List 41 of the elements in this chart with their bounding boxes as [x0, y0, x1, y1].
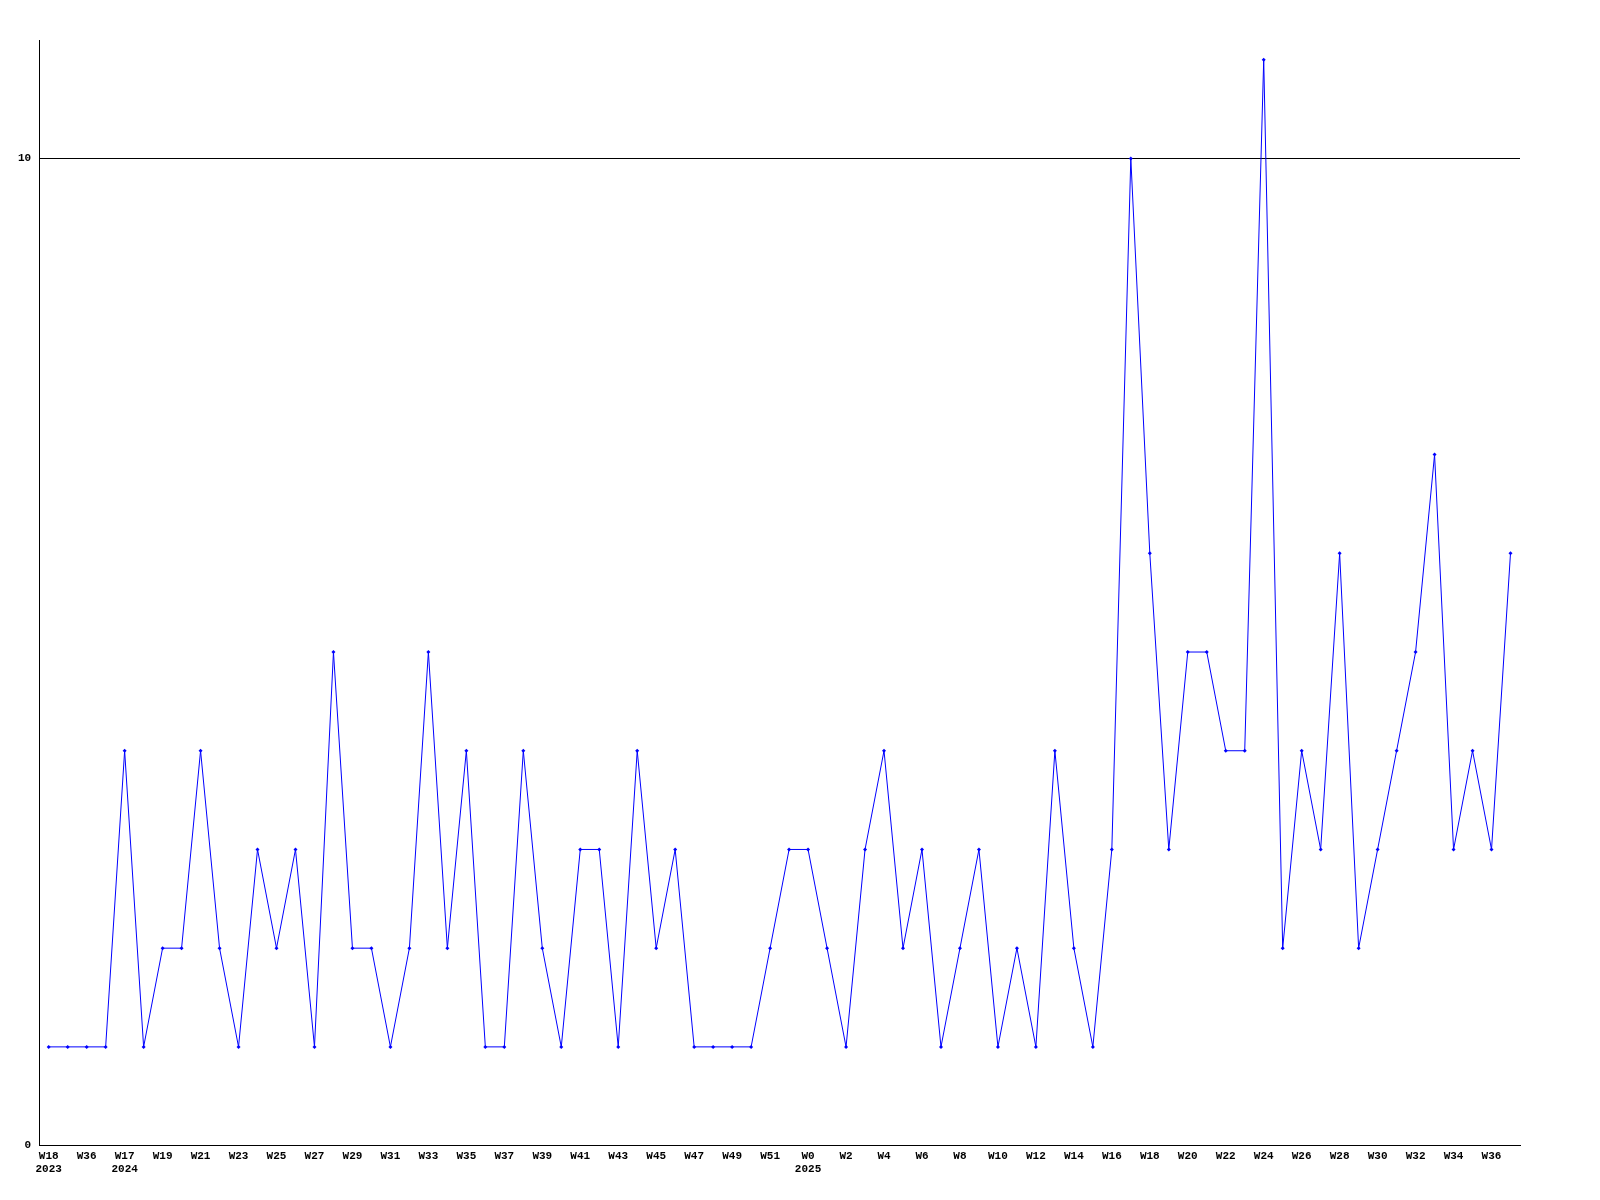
x-tick-label: W17 2024	[111, 1149, 139, 1176]
x-tick-label: W41	[570, 1149, 591, 1162]
x-tick-label: W4	[877, 1149, 892, 1162]
x-tick-label: W6	[915, 1149, 929, 1162]
x-tick-label: W33	[418, 1149, 439, 1162]
x-tick-label: W18 2023	[35, 1149, 63, 1176]
x-tick-label: W28	[1329, 1149, 1350, 1162]
x-tick-label: W43	[608, 1149, 629, 1162]
x-tick-label: W47	[684, 1149, 705, 1162]
x-tick-label: W49	[722, 1149, 743, 1162]
y-tick-label: 10	[18, 152, 32, 165]
x-tick-label: W36	[1481, 1149, 1502, 1162]
x-tick-label: W19	[152, 1149, 173, 1162]
x-tick-label: W2	[839, 1149, 853, 1162]
x-tick-label: W23	[228, 1149, 249, 1162]
x-tick-label: W35	[456, 1149, 477, 1162]
x-tick-label: W25	[266, 1149, 287, 1162]
x-tick-label: W37	[494, 1149, 515, 1162]
x-tick-label: W26	[1291, 1149, 1312, 1162]
x-tick-label: W51	[760, 1149, 781, 1162]
x-tick-label: W24	[1253, 1149, 1274, 1162]
y-tick-label: 0	[24, 1139, 32, 1152]
x-tick-label: W34	[1443, 1149, 1464, 1162]
x-tick-label: W29	[342, 1149, 363, 1162]
x-tick-label: W22	[1215, 1149, 1236, 1162]
x-tick-label: W21	[190, 1149, 211, 1162]
x-tick-label: W32	[1405, 1149, 1426, 1162]
x-tick-label: W39	[532, 1149, 553, 1162]
x-tick-label: W36	[76, 1149, 97, 1162]
x-tick-label: W16	[1101, 1149, 1122, 1162]
x-tick-label: W10	[988, 1149, 1008, 1162]
x-tick-label: W20	[1177, 1149, 1198, 1162]
x-tick-label: W31	[380, 1149, 401, 1162]
x-tick-label: W12	[1025, 1149, 1046, 1162]
x-tick-label: W45	[646, 1149, 667, 1162]
x-tick-label: W8	[953, 1149, 967, 1162]
x-tick-label: W27	[304, 1149, 325, 1162]
x-tick-label: W14	[1063, 1149, 1085, 1162]
x-tick-label: W30	[1367, 1149, 1388, 1162]
x-tick-label: W18	[1139, 1149, 1161, 1162]
x-tick-label: W0 2025	[794, 1149, 822, 1176]
